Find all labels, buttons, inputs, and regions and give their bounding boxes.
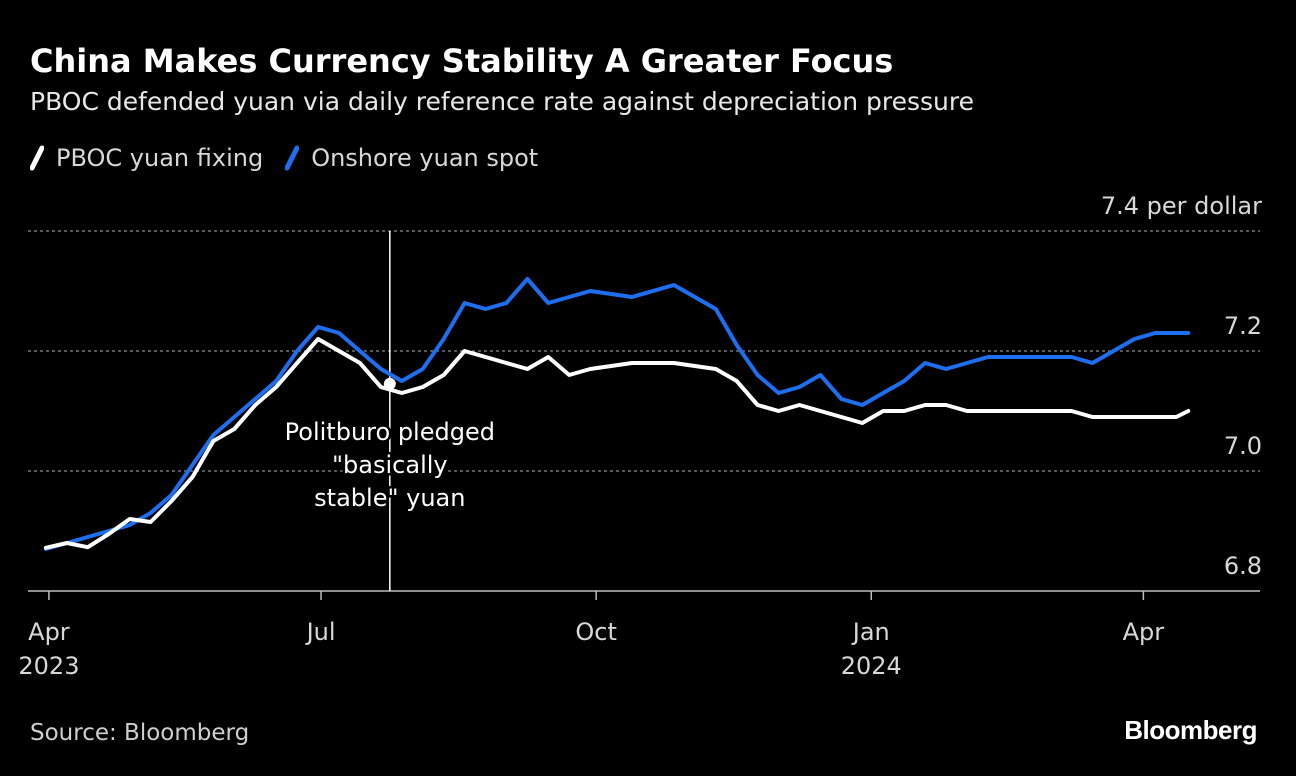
annotation-text-line: Politburo pledged: [285, 418, 495, 446]
series-line-fixing: [43, 337, 1191, 550]
x-tick-label: Apr: [1123, 618, 1165, 646]
x-tick-label: Oct: [575, 618, 617, 646]
source-note: Source: Bloomberg: [30, 720, 250, 746]
x-tick-label: Jan: [851, 618, 890, 646]
x-tick-label: Apr: [28, 618, 70, 646]
bloomberg-logo: Bloomberg: [1124, 715, 1257, 745]
legend-swatch-fixing: [30, 145, 44, 171]
y-tick-label: 7.0: [1224, 432, 1262, 460]
legend: PBOC yuan fixing Onshore yuan spot: [30, 144, 560, 172]
x-tick-year-label: 2023: [18, 652, 79, 680]
annotation-marker: [383, 377, 396, 390]
y-tick-label: 6.8: [1224, 552, 1262, 580]
legend-item-fixing: PBOC yuan fixing: [30, 144, 263, 172]
series-line-spot: [43, 277, 1191, 551]
y-tick-label: 7.2: [1224, 312, 1262, 340]
legend-label-spot: Onshore yuan spot: [311, 144, 539, 172]
annotation-text-line: "basically: [332, 451, 448, 479]
chart-subtitle: PBOC defended yuan via daily reference r…: [30, 87, 974, 116]
x-tick-year-label: 2024: [841, 652, 902, 680]
x-tick-label: Jul: [305, 618, 336, 646]
y-tick-label: 7.4 per dollar: [1101, 192, 1262, 220]
legend-item-spot: Onshore yuan spot: [285, 144, 538, 172]
legend-swatch-spot: [285, 145, 300, 171]
annotation-text-line: stable" yuan: [314, 484, 465, 512]
legend-label-fixing: PBOC yuan fixing: [56, 144, 264, 172]
chart-title: China Makes Currency Stability A Greater…: [30, 42, 894, 80]
